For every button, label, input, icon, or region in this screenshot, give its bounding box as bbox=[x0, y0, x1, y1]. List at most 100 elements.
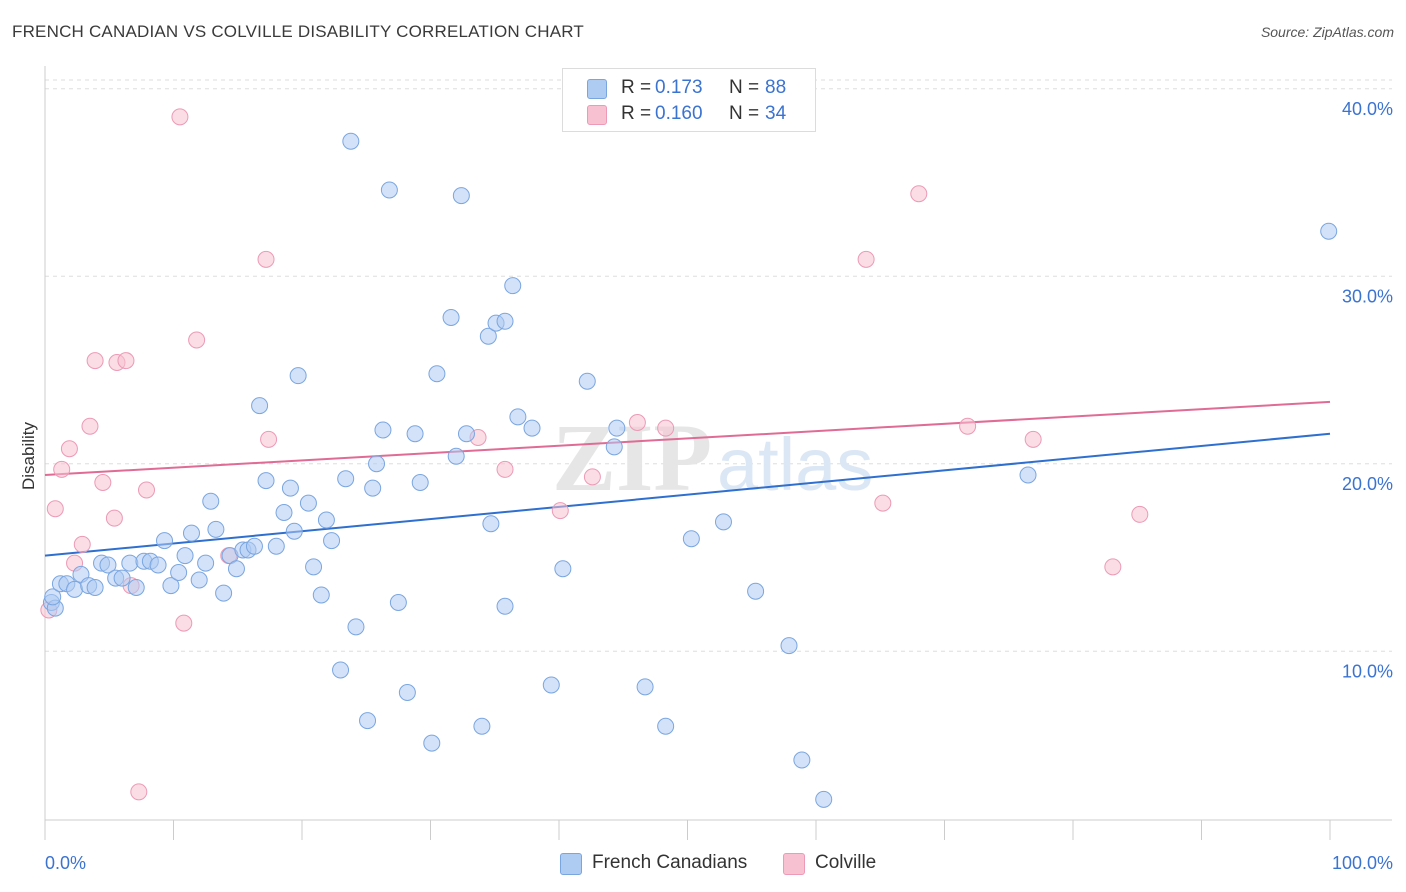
french-canadians-point bbox=[207, 520, 225, 538]
french-canadians-point bbox=[337, 470, 355, 488]
n-value: 88 bbox=[765, 77, 787, 98]
colville-point bbox=[175, 614, 193, 632]
french-canadians-point bbox=[636, 678, 654, 696]
colville-point bbox=[583, 468, 601, 486]
french-canadians-point bbox=[332, 661, 350, 679]
french-canadians-point bbox=[452, 187, 470, 205]
french-canadians-point bbox=[86, 579, 104, 596]
french-canadians-point bbox=[149, 556, 167, 574]
french-canadians-point bbox=[99, 556, 117, 574]
french-canadians-point bbox=[312, 586, 330, 604]
french-canadians-point bbox=[342, 132, 360, 150]
french-canadians-point bbox=[374, 421, 392, 439]
french-canadians-point bbox=[156, 532, 174, 550]
french-canadians-point bbox=[127, 579, 145, 596]
colville-point bbox=[60, 440, 78, 458]
french-canadians-point bbox=[423, 734, 441, 752]
colville-point bbox=[138, 481, 156, 499]
r-label: R = bbox=[621, 77, 652, 98]
trend-lines bbox=[44, 400, 1331, 557]
french-canadians-point bbox=[251, 397, 269, 415]
colville-point bbox=[551, 502, 569, 520]
french-canadians-point bbox=[170, 564, 188, 581]
french-canadians-point bbox=[504, 277, 522, 295]
french-canadians-point bbox=[289, 367, 307, 385]
french-canadians-point bbox=[299, 494, 317, 512]
pink-swatch bbox=[783, 853, 805, 875]
colville-trend-line bbox=[44, 400, 1331, 476]
french-canadians-point bbox=[479, 327, 497, 345]
colville-point bbox=[257, 250, 275, 268]
french-canadians-point bbox=[267, 537, 285, 555]
legend-label: Colville bbox=[815, 852, 877, 873]
french-canadians-point bbox=[509, 408, 527, 426]
french-canadians-point bbox=[44, 588, 62, 606]
french-canadians-point bbox=[747, 582, 765, 600]
french-canadians-point bbox=[162, 577, 180, 595]
french-canadians-point bbox=[447, 447, 465, 465]
french-canadians-points bbox=[42, 132, 1338, 808]
colville-point bbox=[73, 535, 91, 553]
french-canadians-point bbox=[1019, 466, 1037, 484]
legend-label: French Canadians bbox=[592, 852, 748, 873]
french-canadians-point bbox=[176, 547, 194, 565]
french-canadians-point bbox=[406, 425, 424, 443]
french-canadians-point bbox=[793, 751, 811, 769]
french-canadians-point bbox=[364, 479, 382, 497]
french-canadians-point bbox=[197, 554, 215, 572]
french-canadians-point bbox=[482, 515, 500, 533]
watermark-atlas: atlas bbox=[717, 423, 873, 506]
french-canadians-point bbox=[275, 504, 293, 521]
colville-point bbox=[86, 352, 104, 370]
french-canadians-point bbox=[523, 419, 541, 437]
n-label: N = bbox=[729, 77, 760, 98]
colville-point bbox=[959, 417, 977, 435]
french-canadians-point bbox=[121, 554, 139, 572]
french-canadians-point bbox=[398, 684, 416, 701]
french-canadians-point bbox=[227, 560, 245, 578]
french-canadians-point bbox=[1320, 222, 1338, 240]
colville-point bbox=[1024, 430, 1042, 448]
chart-title: FRENCH CANADIAN VS COLVILLE DISABILITY C… bbox=[12, 22, 585, 41]
french-canadians-point bbox=[473, 717, 491, 735]
french-canadians-point bbox=[554, 560, 572, 578]
french-canadians-point bbox=[780, 637, 798, 655]
colville-point bbox=[857, 250, 875, 268]
colville-point bbox=[130, 783, 148, 801]
colville-point bbox=[910, 185, 928, 203]
french-canadians-point bbox=[215, 584, 233, 602]
french-canadians-point bbox=[113, 569, 131, 587]
r-value: 0.160 bbox=[655, 103, 703, 124]
axes bbox=[44, 66, 1392, 840]
french-canadians-point bbox=[347, 618, 365, 636]
french-canadians-point bbox=[657, 717, 675, 735]
x-tick-label: 100.0% bbox=[1332, 853, 1393, 873]
french-canadians-point bbox=[245, 537, 263, 555]
colville-point bbox=[496, 460, 514, 478]
tick-labels: 10.0% 20.0% 30.0% 40.0% 0.0% 100.0% bbox=[45, 99, 1393, 873]
french-canadians-point bbox=[714, 513, 732, 531]
blue-swatch bbox=[587, 79, 607, 99]
french-canadians-point bbox=[608, 419, 626, 437]
colville-point bbox=[94, 474, 112, 491]
blue-swatch bbox=[560, 853, 582, 875]
colville-point bbox=[188, 331, 206, 349]
french-canadians-point bbox=[368, 455, 386, 473]
y-tick-label: 40.0% bbox=[1342, 99, 1393, 119]
french-canadians-point bbox=[496, 312, 514, 330]
french-canadians-point bbox=[257, 472, 275, 490]
colville-point bbox=[171, 108, 189, 126]
french-canadians-point bbox=[442, 309, 460, 326]
french-canadians-point bbox=[682, 530, 700, 548]
colville-point bbox=[1104, 558, 1122, 576]
french-canadians-point bbox=[542, 676, 560, 694]
pink-swatch bbox=[587, 105, 607, 125]
french-canadians-point bbox=[182, 524, 200, 542]
r-label: R = bbox=[621, 103, 652, 124]
colville-point bbox=[657, 419, 675, 437]
colville-point bbox=[117, 352, 135, 370]
colville-point bbox=[260, 430, 278, 448]
colville-point bbox=[1131, 505, 1149, 523]
french-canadians-point bbox=[578, 372, 596, 390]
y-tick-label: 10.0% bbox=[1342, 661, 1393, 681]
